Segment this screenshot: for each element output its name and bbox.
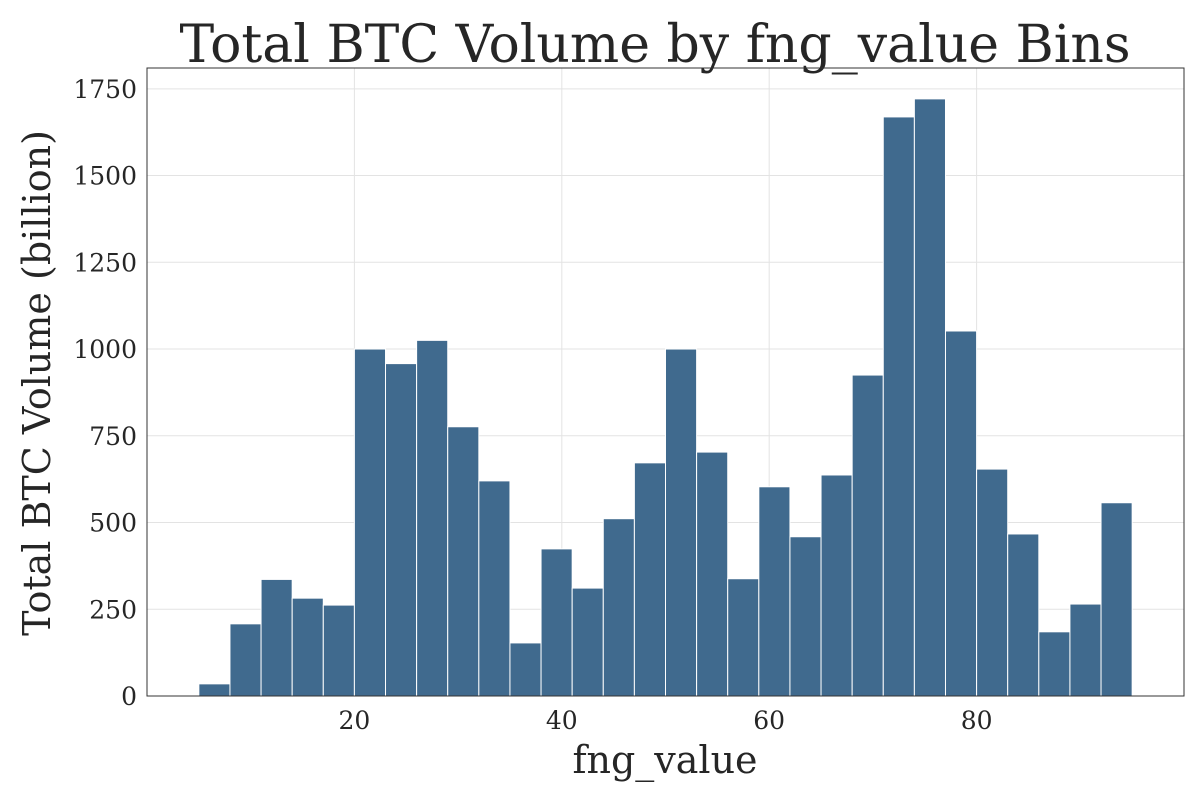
y-tick-label: 1500	[73, 162, 137, 191]
histogram-bar-23	[913, 98, 946, 697]
histogram-bar-27	[1038, 631, 1071, 697]
x-tick-label: 80	[961, 706, 993, 735]
y-axis-label: Total BTC Volume (billion)	[15, 130, 59, 636]
plot-frame	[146, 67, 1185, 697]
histogram-bar-16	[696, 451, 729, 697]
histogram-bar-12	[571, 587, 604, 697]
histogram-bar-18	[758, 486, 791, 697]
histogram-bar-13	[602, 518, 635, 697]
y-tick-label: 1250	[73, 248, 137, 277]
histogram-bar-29	[1100, 502, 1133, 697]
y-tick-label: 750	[89, 422, 137, 451]
histogram-bar-24	[944, 330, 978, 697]
histogram-bar-11	[540, 548, 573, 697]
bars	[198, 98, 1133, 697]
x-axis-ticks: 20 40 60 80	[338, 706, 992, 735]
x-axis-label: fng_value	[572, 738, 757, 783]
histogram-bar-22	[882, 116, 915, 697]
histogram-bar-10	[509, 642, 542, 697]
histogram-bar-21	[851, 374, 884, 697]
chart-title: Total BTC Volume by fng_value Bins	[179, 15, 1130, 75]
histogram-bar-0	[198, 683, 231, 697]
x-tick-label: 20	[338, 706, 370, 735]
histogram-bar-14	[633, 462, 667, 697]
x-tick-label: 40	[546, 706, 578, 735]
histogram-bar-15	[665, 348, 698, 697]
x-tick-label: 60	[753, 706, 785, 735]
histogram-bar-2	[260, 578, 293, 697]
histogram-bar-3	[291, 597, 324, 697]
histogram-bar-1	[229, 623, 262, 697]
histogram-bar-19	[789, 536, 822, 697]
y-tick-label: 1000	[73, 335, 137, 364]
histogram-bar-20	[820, 474, 853, 697]
histogram-bar-25	[976, 468, 1009, 697]
histogram-bar-26	[1007, 533, 1040, 697]
histogram-bar-17	[727, 578, 760, 697]
y-tick-label: 0	[121, 682, 137, 711]
histogram-bar-8	[447, 426, 480, 697]
histogram-bar-5	[353, 348, 387, 697]
histogram-bar-7	[416, 339, 449, 697]
y-tick-label: 500	[89, 509, 137, 538]
histogram-bar-28	[1069, 603, 1102, 697]
histogram-bar-4	[322, 604, 355, 697]
histogram-bar-6	[385, 363, 418, 697]
y-tick-label: 1750	[73, 75, 137, 104]
y-axis-ticks: 0 250 500 750 1000 1250 1500 1750	[73, 75, 137, 711]
y-tick-label: 250	[89, 595, 137, 624]
histogram-bar-9	[478, 480, 511, 697]
